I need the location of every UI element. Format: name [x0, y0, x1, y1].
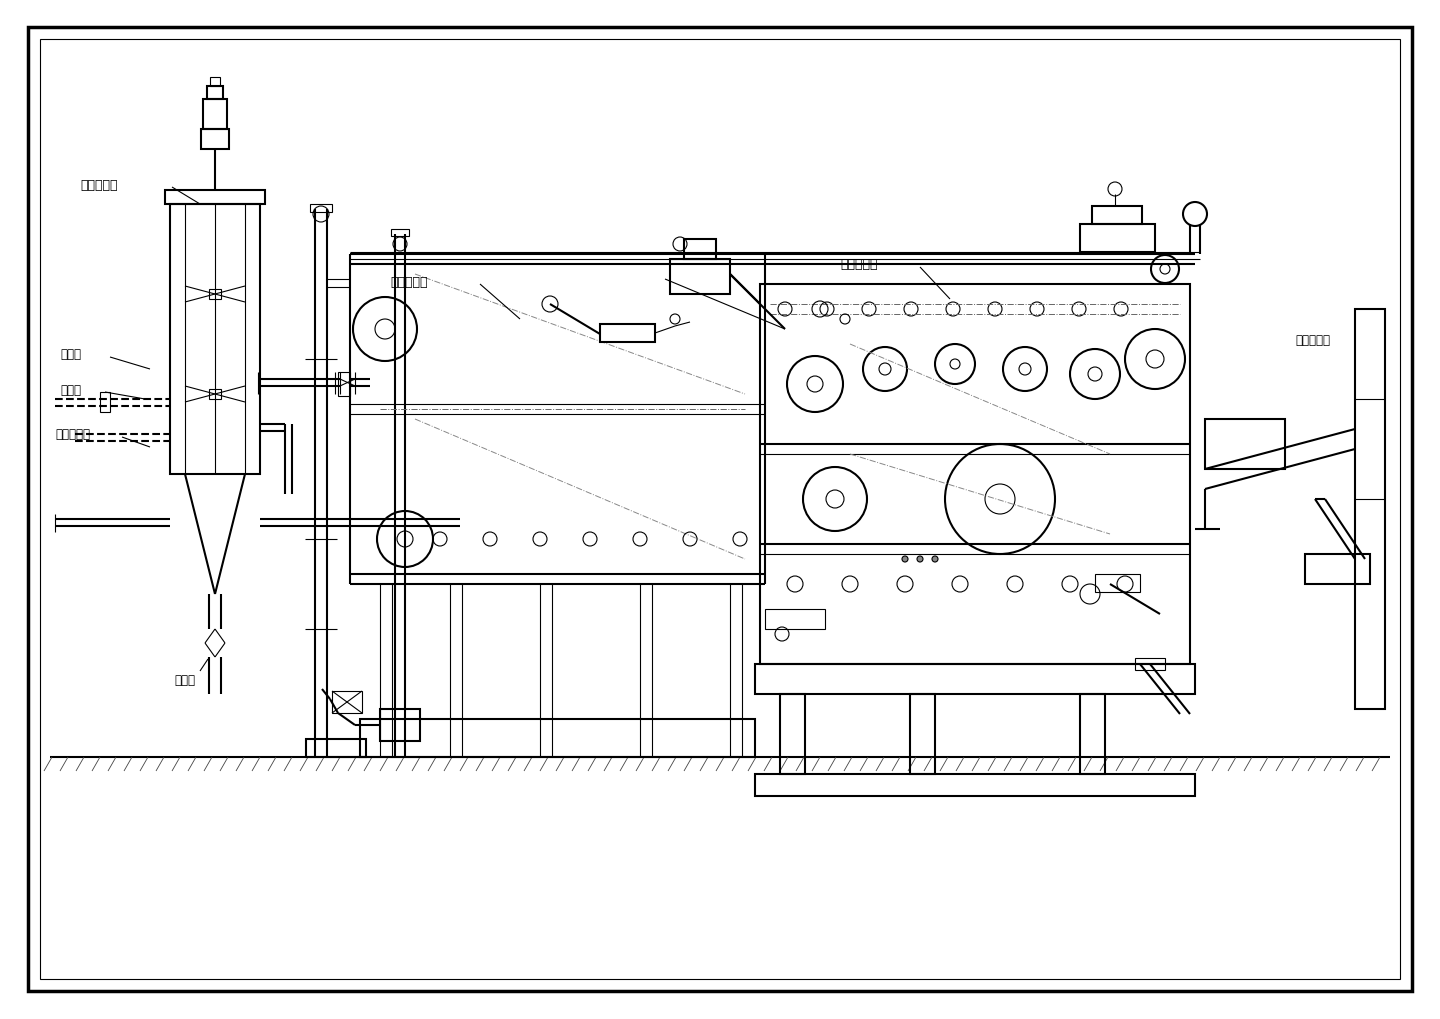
Text: 进泥管: 进泥管 [60, 348, 81, 361]
Bar [760, 284, 1189, 664]
Text: 滤布冲洗管: 滤布冲洗管 [55, 428, 91, 441]
Bar [1305, 554, 1369, 585]
Bar [170, 205, 261, 475]
Bar [380, 709, 420, 741]
Bar [392, 229, 409, 236]
Bar [910, 694, 935, 774]
Bar [310, 205, 333, 213]
Text: 药剂管: 药剂管 [60, 383, 81, 396]
Bar [1092, 207, 1142, 225]
Bar [1205, 420, 1284, 470]
Bar [755, 774, 1195, 796]
Bar [207, 87, 223, 100]
Bar [1135, 658, 1165, 671]
Bar [202, 129, 229, 150]
Bar [203, 100, 228, 129]
Bar [1080, 225, 1155, 253]
Bar [166, 191, 265, 205]
Bar [670, 260, 730, 294]
Bar [307, 739, 366, 757]
Bar [333, 691, 361, 713]
Bar [209, 289, 220, 300]
Bar [765, 609, 825, 630]
Text: 机械压榨区: 机械压榨区 [840, 258, 877, 271]
Text: 螺旋输送机: 螺旋输送机 [1295, 333, 1331, 346]
Bar [99, 392, 109, 413]
Bar [338, 373, 350, 396]
Circle shape [917, 556, 923, 562]
Bar [210, 77, 220, 87]
Text: 絮凝搞拌罐: 絮凝搞拌罐 [81, 178, 118, 192]
Bar [755, 664, 1195, 694]
Bar [209, 389, 220, 399]
Text: 重力脱水区: 重力脱水区 [390, 275, 428, 288]
Bar [1094, 575, 1140, 592]
Circle shape [932, 556, 937, 562]
Bar [600, 325, 655, 342]
Circle shape [901, 556, 909, 562]
Text: 放空管: 放空管 [174, 673, 196, 686]
Bar [780, 694, 805, 774]
Bar [360, 719, 755, 757]
Bar [684, 239, 716, 260]
Bar [1355, 310, 1385, 709]
Bar [1080, 694, 1104, 774]
